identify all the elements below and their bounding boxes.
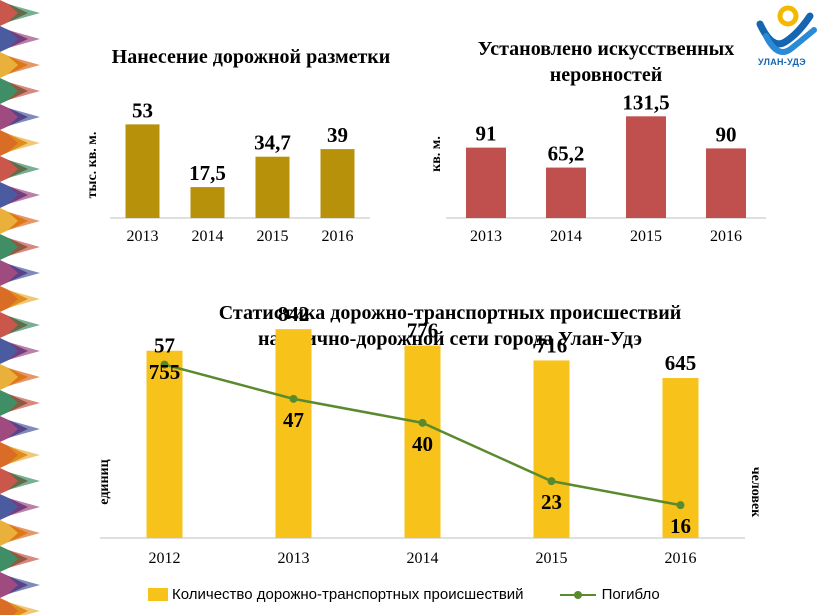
chart3-deaths-point-2014 [418,418,427,427]
chart3-bar-2013 [275,329,312,538]
chart3-bar-2016 [662,378,699,538]
chart3-title-line-1: Статистика дорожно-транспортных происшес… [218,302,682,324]
decorative-pattern-strip [0,0,56,615]
chart3-bar-value-label-2012: 755 [149,360,181,384]
legend-swatch-bar [148,588,168,601]
chart3-tick-label-2014: 2014 [407,550,439,567]
chart1-tick-label-2015: 2015 [257,228,289,245]
chart3-deaths-point-2015 [547,477,556,486]
chart3-deaths-point-2013 [289,394,298,403]
chart3-title: Статистика дорожно-транспортных происшес… [150,300,750,352]
chart2-y-axis-label: кв. м. [429,136,444,172]
chart3-bar-2015 [533,360,570,538]
chart3-y-axis-label-right: человек [748,467,763,518]
chart1-bar-2015 [255,156,290,218]
chart2-tick-label-2013: 2013 [470,228,502,245]
chart1-value-label-2014: 17,5 [189,161,226,185]
chart3-title-line-2: на улично-дорожной сети города Улан-Удэ [258,328,642,350]
chart3-tick-label-2016: 2016 [665,550,697,567]
chart2-tick-label-2015: 2015 [630,228,662,245]
chart1-tick-label-2016: 2016 [322,228,354,245]
city-logo-icon [756,5,817,55]
chart3-deaths-value-label-2016: 16 [670,514,691,538]
chart3-tick-label-2012: 2012 [149,550,181,567]
chart2-value-label-2013: 91 [476,122,497,146]
chart2-value-label-2014: 65,2 [548,142,585,166]
chart3-tick-label-2015: 2015 [536,550,568,567]
legend-item-deaths: Погибло [559,586,660,603]
chart2-value-label-2016: 90 [716,122,737,146]
legend-item-accidents: Количество дорожно-транспортных происшес… [148,586,524,603]
chart1-title: Нанесение дорожной разметки [111,46,391,68]
chart1-bar-2016 [320,149,355,218]
chart1-value-label-2015: 34,7 [254,131,291,155]
chart2-tick-label-2016: 2016 [710,228,742,245]
chart1-tick-label-2014: 2014 [192,228,224,245]
chart2-value-label-2015: 131,5 [622,90,669,114]
legend-swatch-line [559,588,596,602]
chart2-bar-2015 [626,116,666,218]
chart3-deaths-value-label-2015: 23 [541,490,562,514]
chart3-deaths-point-2012 [160,360,169,369]
chart1-bar-2014 [190,187,225,218]
chart3-bar-2014 [404,345,441,538]
chart3-legend: Количество дорожно-транспортных происшес… [148,586,696,603]
chart1-value-label-2016: 39 [327,123,348,147]
chart3-deaths-value-label-2014: 40 [412,432,433,456]
chart1-tick-label-2013: 2013 [127,228,159,245]
chart2-bar-2016 [706,148,746,218]
chart3-bar-value-label-2013: 842 [278,302,310,326]
chart3-deaths-value-label-2013: 47 [283,408,304,432]
chart2-tick-label-2014: 2014 [550,228,582,245]
chart3-bar-2012 [146,350,183,538]
chart3-bar-value-label-2014: 776 [407,319,439,343]
chart1-y-axis-label: тыс. кв. м. [85,132,100,199]
chart1-bar-2013 [125,124,160,218]
legend-label-accidents: Количество дорожно-транспортных происшес… [172,586,524,603]
logo-text: УЛАН-УДЭ [758,57,806,67]
chart1-value-label-2013: 53 [132,98,153,122]
chart3-bar-value-label-2016: 645 [665,351,697,375]
legend-label-deaths: Погибло [601,586,660,603]
chart3-bar-value-label-2015: 716 [536,333,568,357]
chart3-deaths-point-2016 [676,501,685,510]
chart3-y-axis-label-left: единиц [97,459,112,504]
chart2-bar-2013 [466,147,506,218]
chart2-title: Установлено искусственных неровностей [477,38,735,86]
chart3-tick-label-2013: 2013 [278,550,310,567]
chart3-deaths-value-label-2012: 57 [154,334,175,358]
chart2-bar-2014 [546,167,586,218]
